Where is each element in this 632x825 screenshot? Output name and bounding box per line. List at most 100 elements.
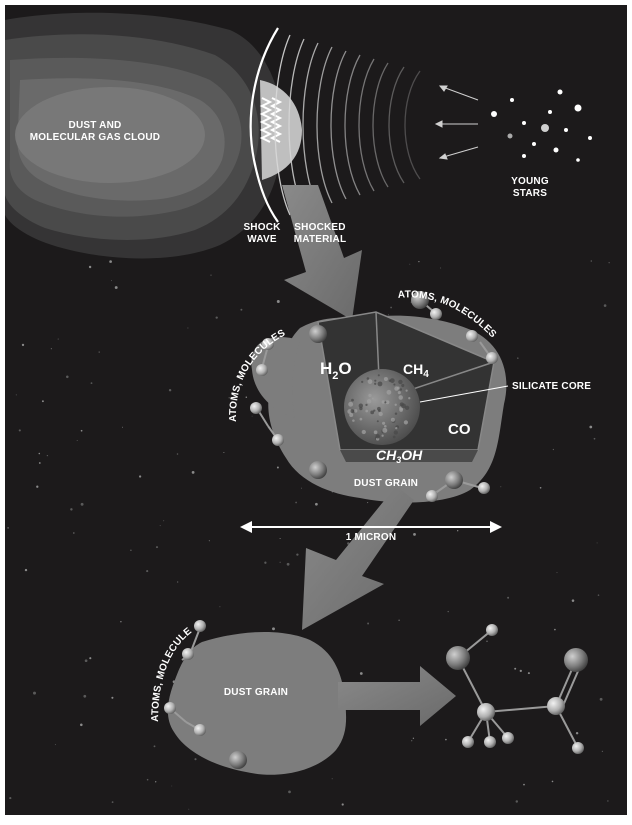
background-star	[121, 426, 123, 428]
shock-wave-arc	[358, 58, 375, 192]
shocked-material-label-line1: SHOCKED	[294, 222, 345, 233]
background-star	[447, 610, 449, 613]
background-star	[593, 437, 596, 440]
background-star	[89, 657, 92, 660]
core-texture-dot	[366, 377, 370, 380]
background-star	[514, 667, 517, 670]
gas-cloud	[5, 12, 283, 259]
background-star	[33, 691, 36, 695]
core-texture-dot	[405, 389, 408, 392]
core-texture-dot	[359, 417, 363, 421]
shock-wave-arc	[388, 66, 405, 184]
core-texture-dot	[373, 409, 376, 412]
core-texture-dot	[393, 430, 398, 435]
core-texture-dot	[392, 435, 396, 439]
background-star	[276, 300, 280, 303]
background-star	[146, 570, 149, 573]
shock-wave-arc	[404, 70, 421, 180]
scale-bar	[240, 521, 502, 533]
background-star	[111, 280, 113, 282]
complex-molecule	[446, 624, 588, 754]
background-star	[84, 659, 88, 663]
background-star	[72, 532, 75, 534]
background-star	[215, 316, 218, 319]
shocked-material-label-line2: MATERIAL	[294, 234, 347, 245]
arrow-grain-to-molecule	[338, 666, 456, 726]
background-star	[411, 740, 413, 742]
dust-grain-top	[251, 311, 507, 503]
core-texture-dot	[383, 376, 388, 382]
background-star	[387, 314, 389, 316]
core-texture	[347, 374, 411, 441]
background-star	[398, 619, 400, 621]
core-texture-dot	[385, 400, 390, 405]
background-star	[240, 308, 243, 311]
background-star	[66, 375, 69, 379]
silicate-core-pointer	[419, 385, 509, 403]
core-texture-dot	[395, 426, 398, 430]
background-star	[159, 525, 161, 527]
background-star	[571, 599, 575, 602]
core-texture-dot	[374, 379, 377, 382]
background-star	[315, 502, 318, 506]
background-star	[251, 415, 253, 417]
background-star	[153, 745, 156, 748]
background-star	[341, 803, 344, 806]
background-star	[264, 561, 267, 564]
core-texture-dot	[377, 406, 381, 411]
background-star	[54, 744, 56, 746]
background-star	[208, 540, 210, 542]
background-star	[114, 286, 118, 289]
background-star	[603, 304, 607, 307]
background-star	[57, 338, 59, 340]
shock-wave-arc	[316, 46, 333, 204]
background-star	[9, 797, 12, 800]
core-texture-dot	[384, 401, 387, 404]
core-texture-dot	[398, 395, 403, 400]
silicate-core	[344, 369, 420, 445]
core-texture-dot	[401, 403, 406, 409]
background-star	[440, 267, 442, 269]
background-star	[70, 508, 73, 511]
core-texture-dot	[381, 434, 384, 437]
background-star	[120, 621, 122, 623]
core-texture-dot	[376, 420, 379, 423]
background-star	[177, 581, 179, 583]
background-star	[599, 697, 603, 701]
background-star	[80, 723, 83, 727]
young-stars-label-line2: STARS	[513, 188, 547, 199]
background-star	[228, 397, 230, 399]
h2o-label: H2O	[320, 359, 352, 382]
background-star	[519, 669, 522, 673]
young-stars-label-line1: YOUNG	[511, 176, 549, 187]
core-texture-dot	[386, 389, 392, 395]
core-texture-dot	[403, 420, 409, 425]
background-star	[418, 260, 420, 263]
background-star	[367, 502, 369, 504]
arrow-grain-down	[302, 486, 414, 630]
core-texture-dot	[397, 391, 401, 395]
shock-wave-front	[249, 27, 279, 223]
background-star	[98, 351, 100, 353]
background-star	[457, 530, 459, 532]
background-star	[130, 549, 132, 551]
core-texture-dot	[365, 409, 369, 413]
background-star	[279, 561, 281, 563]
core-texture-dot	[382, 421, 386, 425]
background-star	[552, 448, 555, 451]
dust-grain-bottom-label: DUST GRAIN	[224, 687, 288, 698]
core-texture-dot	[370, 410, 375, 415]
background-star	[191, 471, 195, 474]
background-star	[301, 487, 302, 489]
core-texture-dot	[377, 381, 383, 387]
background-star	[272, 627, 275, 631]
background-star	[80, 502, 84, 506]
core-texture-dot	[361, 429, 366, 435]
background-star	[575, 731, 579, 735]
core-texture-dot	[382, 427, 388, 433]
background-star	[590, 260, 593, 262]
co-label: CO	[448, 421, 471, 438]
shock-wave-label-line2: WAVE	[247, 234, 277, 245]
background-star	[367, 622, 370, 625]
background-star	[597, 594, 600, 596]
